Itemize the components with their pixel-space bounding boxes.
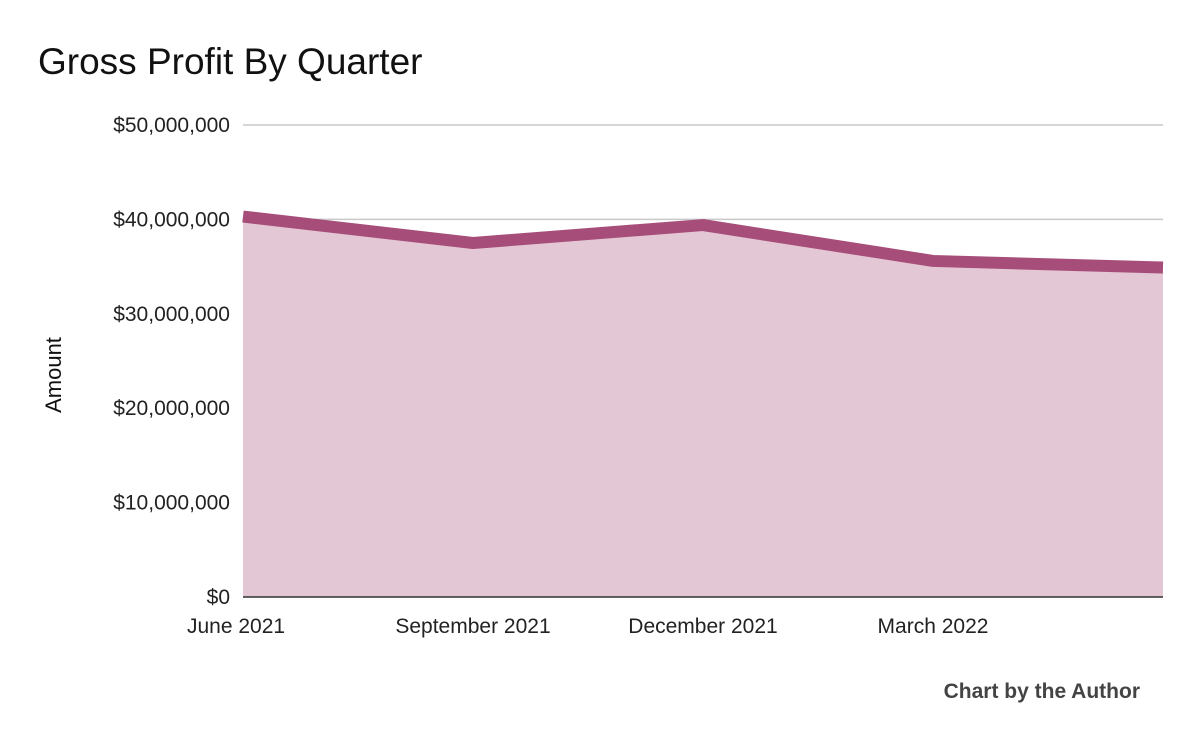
- series-line: [242, 210, 1164, 274]
- x-tick-label: June 2021: [187, 615, 285, 638]
- x-tick-label: December 2021: [628, 615, 777, 638]
- x-tick-label: September 2021: [395, 615, 550, 638]
- x-tick-labels: June 2021 September 2021 December 2021 Marc…: [187, 615, 988, 638]
- chart-title: Gross Profit By Quarter: [38, 41, 423, 82]
- y-axis-label: Amount: [41, 337, 66, 413]
- y-tick-labels: $0 $10,000,000 $20,000,000 $30,000,000 $40,0…: [113, 114, 230, 609]
- chart-credit: Chart by the Author: [944, 680, 1140, 703]
- y-tick-label: $0: [207, 586, 230, 609]
- y-tick-label: $50,000,000: [113, 114, 230, 137]
- y-tick-label: $20,000,000: [113, 397, 230, 420]
- y-tick-label: $40,000,000: [113, 208, 230, 231]
- x-tick-label: March 2022: [878, 615, 989, 638]
- y-tick-label: $10,000,000: [113, 492, 230, 515]
- y-tick-label: $30,000,000: [113, 303, 230, 326]
- series-area-fill: [243, 216, 1163, 597]
